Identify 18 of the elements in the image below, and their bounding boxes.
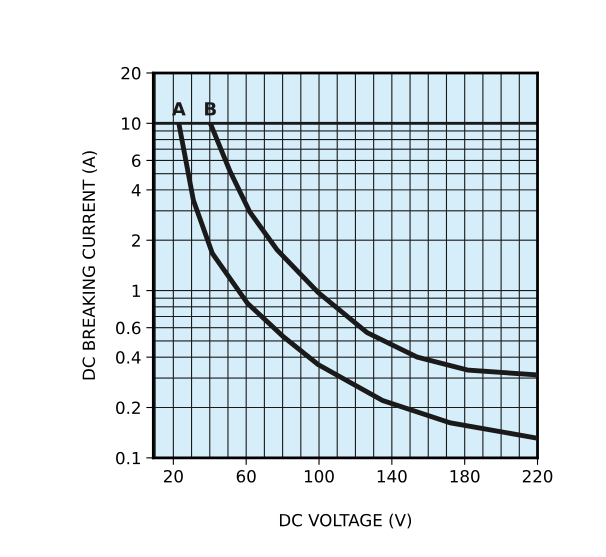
x-tick-label: 180	[450, 470, 480, 483]
x-tick-label: 60	[236, 470, 256, 483]
y-tick-label: 0.1	[116, 452, 140, 464]
y-tick-label: 2	[132, 234, 140, 247]
x-tick-label: 220	[522, 470, 552, 483]
y-tick-label: 6	[132, 154, 140, 167]
y-tick-label: 4	[132, 184, 141, 196]
x-axis-title: DC VOLTAGE (V)	[280, 514, 412, 528]
x-tick-label: 100	[304, 470, 334, 483]
x-tick-label: 140	[378, 470, 407, 483]
y-tick-label: 20	[122, 66, 140, 80]
y-tick-label: 0.6	[116, 322, 140, 334]
y-tick-label: 10	[122, 117, 140, 130]
y-axis-title: DC BREAKING CURRENT (A)	[82, 151, 98, 380]
x-tick-label: 20	[164, 470, 183, 483]
y-tick-label: 0.2	[116, 401, 140, 414]
y-tick-label: 1	[132, 284, 140, 297]
y-tick-label: 0.4	[116, 351, 141, 364]
